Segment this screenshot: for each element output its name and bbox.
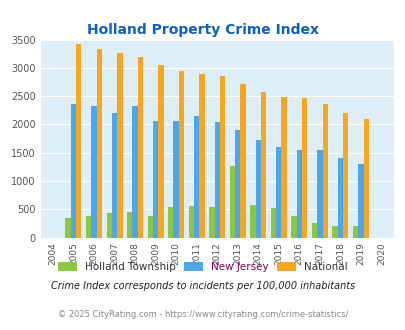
Bar bbox=[173, 121, 178, 238]
Bar bbox=[352, 226, 357, 238]
Bar bbox=[168, 207, 173, 238]
Bar bbox=[281, 97, 286, 238]
Bar bbox=[70, 104, 76, 238]
Bar bbox=[178, 71, 184, 238]
Bar bbox=[106, 213, 112, 238]
Bar bbox=[220, 76, 225, 238]
Bar bbox=[91, 106, 96, 238]
Bar bbox=[127, 212, 132, 238]
Bar bbox=[147, 215, 153, 238]
Bar bbox=[86, 215, 91, 238]
Bar bbox=[214, 122, 220, 238]
Bar bbox=[153, 121, 158, 238]
Bar bbox=[137, 56, 143, 238]
Bar bbox=[270, 208, 275, 238]
Bar bbox=[316, 149, 322, 238]
Bar bbox=[296, 149, 301, 238]
Bar bbox=[255, 140, 260, 238]
Bar bbox=[301, 98, 307, 238]
Bar bbox=[291, 215, 296, 238]
Bar bbox=[199, 74, 204, 238]
Bar bbox=[112, 114, 117, 238]
Bar bbox=[117, 53, 122, 238]
Bar bbox=[132, 106, 137, 238]
Bar bbox=[332, 226, 337, 238]
Bar bbox=[158, 65, 163, 238]
Bar bbox=[357, 164, 363, 238]
Bar bbox=[363, 119, 368, 238]
Bar bbox=[209, 207, 214, 238]
Bar bbox=[311, 223, 316, 238]
Bar bbox=[240, 84, 245, 238]
Bar bbox=[322, 104, 327, 238]
Text: Holland Property Crime Index: Holland Property Crime Index bbox=[87, 23, 318, 37]
Bar bbox=[188, 206, 194, 238]
Bar bbox=[275, 147, 281, 238]
Bar bbox=[342, 114, 347, 238]
Bar bbox=[194, 116, 199, 238]
Bar bbox=[249, 205, 255, 238]
Bar bbox=[96, 49, 102, 238]
Bar bbox=[65, 218, 70, 238]
Bar bbox=[229, 166, 234, 238]
Bar bbox=[76, 45, 81, 238]
Bar bbox=[234, 130, 240, 238]
Legend: Holland Township, New Jersey, National: Holland Township, New Jersey, National bbox=[54, 258, 351, 276]
Text: © 2025 CityRating.com - https://www.cityrating.com/crime-statistics/: © 2025 CityRating.com - https://www.city… bbox=[58, 310, 347, 319]
Bar bbox=[337, 158, 342, 238]
Bar bbox=[260, 92, 266, 238]
Text: Crime Index corresponds to incidents per 100,000 inhabitants: Crime Index corresponds to incidents per… bbox=[51, 281, 354, 291]
